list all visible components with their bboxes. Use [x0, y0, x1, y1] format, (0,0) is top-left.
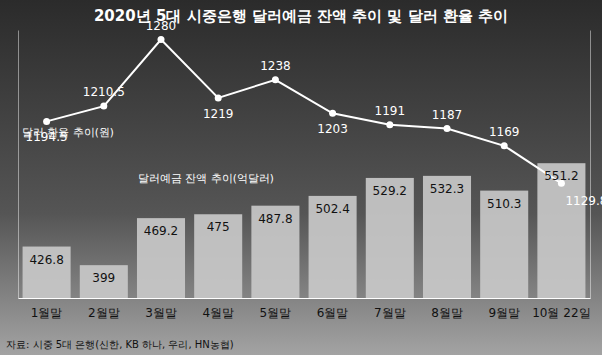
- x-tick: 6월말: [317, 306, 349, 320]
- bar: [194, 214, 242, 298]
- line-point: [100, 103, 107, 110]
- bar: [423, 176, 471, 298]
- line-point: [215, 94, 222, 101]
- line-label: 1129.8: [565, 194, 602, 208]
- x-tick-label: 2월말: [88, 306, 120, 320]
- chart: 426.8 399 469.2 475 487.8 502.4 529.2 532.3 510.…: [0, 0, 602, 355]
- source: 자료: 시중 5대 은행(신한, KB 하나, 우리, HN농협): [6, 339, 234, 350]
- bar: [480, 191, 528, 298]
- x-axis: 1월말 2월말 3월말 4월말 5월말 6월말 7월말 8월말 9월말 10월 22일: [19, 299, 591, 320]
- bar: [251, 206, 299, 298]
- x-axis-line: [19, 298, 591, 299]
- bar: [537, 163, 585, 298]
- bar: [23, 247, 71, 298]
- line-point: [158, 36, 165, 43]
- line-label: 1210.5: [83, 85, 125, 99]
- x-tick-label: 10월 22일: [532, 306, 590, 320]
- x-tick: 4월말: [202, 306, 234, 320]
- bar-label: 551.2: [544, 169, 578, 183]
- marks: [23, 36, 586, 298]
- x-tick: 1월말: [31, 306, 63, 320]
- x-tick-label: 9월말: [488, 306, 520, 320]
- line-label: 1203: [317, 122, 348, 136]
- line-point: [501, 142, 508, 149]
- x-tick-label: 1월말: [31, 306, 63, 320]
- y2-axis: [590, 31, 591, 299]
- line-label: 1238: [260, 59, 291, 73]
- x-tick-label: 6월말: [317, 306, 349, 320]
- line-point: [444, 125, 451, 132]
- x-tick-label: 8월말: [431, 306, 463, 320]
- series-name: 달러예금 잔액 추이(억달러): [138, 172, 274, 184]
- bar-label: 510.3: [487, 197, 521, 211]
- bar-label: 426.8: [29, 253, 63, 267]
- x-tick: 7월말: [374, 306, 406, 320]
- x-tick: 10월 22일: [532, 306, 590, 320]
- bar-label: 469.2: [144, 224, 178, 238]
- line-label: 1191: [375, 104, 406, 118]
- bar-label: 399: [92, 271, 115, 285]
- bar-label: 475: [207, 220, 230, 234]
- x-tick-label: 3월말: [145, 306, 177, 320]
- x-tick-label: 5월말: [260, 306, 292, 320]
- y2-axis-line: [590, 31, 591, 299]
- series-name: 달러 환율 추이(원): [22, 126, 114, 138]
- data-labels: 426.8 399 469.2 475 487.8 502.4 529.2 532.3 510.…: [26, 19, 602, 286]
- bar: [137, 218, 185, 298]
- bar: [80, 265, 128, 298]
- line-point: [329, 110, 336, 117]
- x-tick-label: 7월말: [374, 306, 406, 320]
- bar-label: 487.8: [258, 212, 292, 226]
- bar-label: 502.4: [315, 202, 349, 216]
- bar-label: 532.3: [430, 182, 464, 196]
- y-axis: [18, 31, 19, 299]
- line-label: 1169: [489, 125, 520, 139]
- background: [0, 0, 602, 355]
- line-label: 1219: [203, 107, 234, 121]
- title: 2020년 5대 시중은행 달러예금 잔액 추이 및 달러 환율 추이: [94, 7, 508, 25]
- x-tick: 5월말: [260, 306, 292, 320]
- x-tick: 8월말: [431, 306, 463, 320]
- line-point: [43, 118, 50, 125]
- x-tick: 2월말: [88, 306, 120, 320]
- bar: [309, 196, 357, 298]
- bar-label: 529.2: [373, 184, 407, 198]
- x-tick: 9월말: [488, 306, 520, 320]
- plot-area: 426.8 399 469.2 475 487.8 502.4 529.2 532.3 510.…: [19, 19, 602, 320]
- line-point: [386, 121, 393, 128]
- bar: [366, 178, 414, 298]
- line-point: [272, 76, 279, 83]
- line-label: 1187: [432, 108, 463, 122]
- x-tick-label: 4월말: [202, 306, 234, 320]
- line: [47, 40, 562, 184]
- y-axis-line: [18, 31, 19, 299]
- x-tick: 3월말: [145, 306, 177, 320]
- bar-series: [23, 163, 586, 298]
